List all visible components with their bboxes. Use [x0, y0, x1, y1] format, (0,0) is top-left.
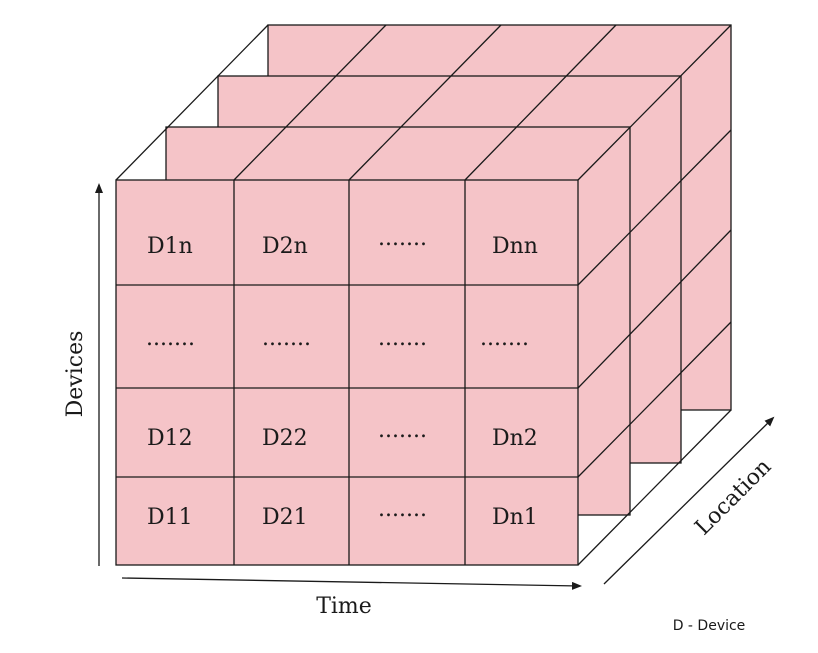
cell-r1-c2: D2n — [262, 234, 308, 259]
location-axis-arrow — [603, 416, 775, 585]
row-3: D12 D22 ....... Dn2 — [147, 418, 538, 451]
location-axis-label: Location — [690, 454, 776, 540]
row-1: D1n D2n ....... Dnn — [147, 226, 538, 259]
legend-note: D - Device — [673, 618, 746, 634]
cell-r2-c1: ....... — [146, 326, 195, 351]
cell-r2-c2: ....... — [262, 326, 311, 351]
top-face-edges — [115, 24, 732, 181]
devices-axis-label: Devices — [63, 331, 88, 418]
cell-r1-c1: D1n — [147, 234, 193, 259]
time-axis-label: Time — [316, 594, 372, 619]
cell-r3-c1: D12 — [147, 426, 193, 451]
row-2: ....... ....... ....... ....... — [146, 326, 529, 351]
front-face — [115, 179, 579, 566]
cell-r4-c4: Dn1 — [492, 505, 538, 530]
cell-r3-c3: ....... — [378, 418, 427, 443]
cell-r4-c2: D21 — [262, 505, 308, 530]
cell-r3-c2: D22 — [262, 426, 308, 451]
cell-r3-c4: Dn2 — [492, 426, 538, 451]
axes — [95, 183, 775, 590]
cell-r4-c3: ....... — [378, 497, 427, 522]
cell-r1-c3: ....... — [378, 226, 427, 251]
time-axis-arrow — [121, 577, 582, 590]
row-4: D11 D21 ....... Dn1 — [147, 497, 538, 530]
cell-r1-c4: Dnn — [492, 234, 538, 259]
cell-r2-c3: ....... — [378, 326, 427, 351]
cell-r4-c1: D11 — [147, 505, 193, 530]
right-face-edges — [577, 129, 732, 566]
cell-r2-c4: ....... — [480, 326, 529, 351]
